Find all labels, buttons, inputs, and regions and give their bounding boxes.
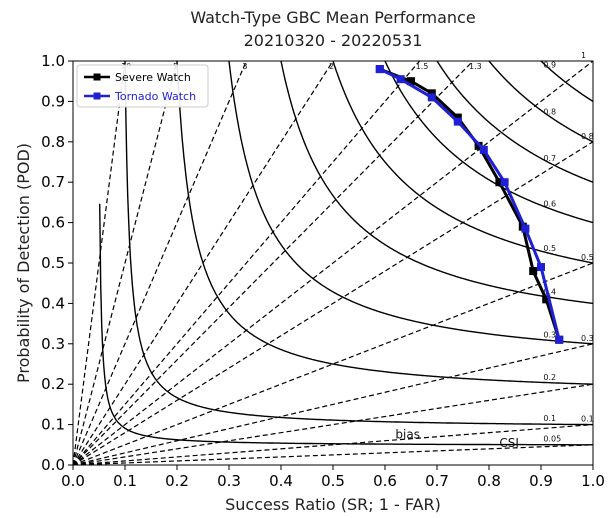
data-series — [375, 65, 564, 344]
y-tick-label: 0.9 — [41, 92, 65, 110]
chart-subtitle: 20210320 - 20220531 — [244, 31, 423, 50]
bias-line-10 — [73, 61, 126, 465]
series-0-point-8 — [542, 295, 551, 304]
series-0-point-3 — [453, 113, 462, 122]
csi-label-0.3: 0.3 — [543, 331, 556, 340]
bias-label-0.1: 0.1 — [581, 415, 594, 424]
y-tick-label: 0.0 — [41, 456, 65, 474]
series-line-0 — [379, 67, 561, 341]
bias-line-1 — [73, 61, 593, 465]
bias-line-1.5 — [73, 61, 421, 465]
series-0-point-7 — [529, 267, 538, 276]
csi-contour-0.4 — [280, 61, 593, 305]
bias-line-0.3 — [73, 343, 593, 465]
csi-label-0.8: 0.8 — [543, 108, 556, 117]
x-axis-label: Success Ratio (SR; 1 - FAR) — [225, 495, 441, 514]
x-tick-label: 0.9 — [529, 472, 553, 490]
bias-line-3 — [73, 61, 247, 465]
x-tick-label: 0.0 — [61, 472, 85, 490]
csi-label-0.2: 0.2 — [543, 373, 556, 382]
legend: Severe Watch Tornado Watch — [76, 64, 209, 108]
contour-labels: 105321.51.310.80.50.30.10.90.80.70.60.50… — [121, 51, 594, 450]
bias-label-1: 1 — [581, 51, 586, 60]
x-tick-label: 0.2 — [165, 472, 189, 490]
bias-line-0.05 — [73, 444, 593, 465]
series-0-point-2 — [427, 89, 436, 98]
y-tick-label: 0.4 — [41, 294, 65, 312]
csi-label-0.7: 0.7 — [543, 154, 556, 163]
csi-contour-0.3 — [228, 61, 593, 345]
bias-line-5 — [73, 61, 178, 465]
bias-label-1.5: 1.5 — [416, 62, 429, 71]
bias-lines — [73, 61, 593, 465]
series-1-point-0 — [375, 65, 384, 74]
series-1-point-5 — [500, 178, 509, 187]
legend-label-tornado: Tornado Watch — [114, 90, 196, 103]
y-tick-label: 0.6 — [41, 214, 65, 232]
series-1-point-4 — [479, 145, 488, 154]
csi-contour-0.9 — [539, 61, 593, 102]
y-tick-label: 0.3 — [41, 335, 65, 353]
csi-label-0.5: 0.5 — [543, 244, 556, 253]
csi-contour-0.6 — [384, 61, 593, 224]
bias-label-0.5: 0.5 — [581, 253, 594, 262]
bias-line-0.1 — [73, 424, 593, 465]
x-tick-label: 0.1 — [113, 472, 137, 490]
series-1-point-2 — [427, 93, 436, 102]
x-tick-label: 0.4 — [269, 472, 293, 490]
series-0-point-1 — [407, 77, 415, 86]
csi-contour-0.05 — [99, 203, 593, 446]
bias-line-1.3 — [73, 61, 474, 465]
bias-label-2: 2 — [329, 62, 334, 71]
csi-label-0.05: 0.05 — [543, 435, 561, 444]
y-tick-label: 0.1 — [41, 416, 65, 434]
y-tick-label: 0.5 — [41, 254, 65, 272]
x-tick-label: 0.8 — [477, 472, 501, 490]
series-1-point-6 — [521, 224, 530, 233]
axis-ticks: 0.0 0.1 0.2 0.3 0.4 0.5 0.6 0.7 0.8 0.9 1.0 0.0 0.1 0… — [41, 52, 605, 490]
legend-marker-severe — [93, 73, 101, 81]
csi-contour-0.5 — [332, 61, 593, 264]
chart-title: Watch-Type GBC Mean Performance — [190, 8, 475, 27]
csi-contour-0.8 — [488, 61, 593, 143]
csi-contour-0.7 — [436, 61, 593, 183]
y-tick-label: 1.0 — [41, 52, 65, 70]
bias-annotation: bias — [395, 428, 420, 442]
csi-annotation: CSI — [499, 436, 519, 450]
series-1-point-3 — [453, 117, 462, 126]
y-axis-label: Probability of Detection (POD) — [14, 143, 33, 383]
csi-label-0.1: 0.1 — [543, 414, 556, 423]
csi-contour-0.1 — [124, 61, 593, 426]
series-1-point-7 — [537, 263, 545, 272]
bias-label-0.3: 0.3 — [581, 334, 594, 343]
bias-line-2 — [73, 61, 334, 465]
series-1-point-8 — [555, 335, 564, 344]
bias-line-0.5 — [73, 262, 593, 465]
bias-label-3: 3 — [242, 62, 247, 71]
bias-label-1.3: 1.3 — [469, 62, 482, 71]
x-tick-label: 1.0 — [581, 472, 605, 490]
y-tick-label: 0.7 — [41, 173, 65, 191]
bias-line-0.8 — [73, 141, 593, 465]
csi-contour-0.2 — [176, 61, 593, 385]
csi-label-0.4: 0.4 — [543, 288, 556, 297]
csi-label-0.6: 0.6 — [543, 199, 556, 208]
legend-label-severe: Severe Watch — [115, 71, 191, 84]
bias-label-0.8: 0.8 — [581, 132, 594, 141]
legend-marker-tornado — [93, 92, 101, 100]
y-tick-label: 0.2 — [41, 375, 65, 393]
series-line-1 — [379, 67, 561, 341]
csi-contours — [99, 61, 593, 446]
series-0-point-5 — [495, 178, 504, 187]
x-tick-label: 0.3 — [217, 472, 241, 490]
csi-label-0.9: 0.9 — [543, 61, 556, 70]
x-tick-label: 0.7 — [425, 472, 449, 490]
x-tick-label: 0.5 — [321, 472, 345, 490]
x-tick-label: 0.6 — [373, 472, 397, 490]
series-1-point-1 — [396, 75, 405, 84]
y-tick-label: 0.8 — [41, 133, 65, 151]
